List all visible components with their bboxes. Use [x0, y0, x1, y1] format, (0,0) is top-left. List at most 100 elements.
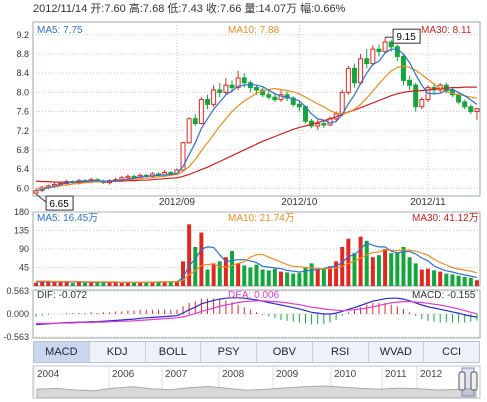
navigator-panel[interactable]: 2004 2006 2007 2008 2009 2010 2011 2012: [32, 365, 481, 399]
volume-bar: [407, 257, 412, 286]
low-pointer: [35, 193, 47, 203]
quote-change: 幅:0.66%: [300, 3, 346, 15]
navigator-year-label: 2011: [385, 369, 407, 380]
volume-bar: [468, 277, 473, 286]
volume-bar: [346, 238, 351, 286]
candle-body: [345, 67, 351, 93]
price-tick-label: 8.8: [16, 49, 29, 59]
navigator-right-handle[interactable]: [470, 371, 478, 391]
volume-bar: [334, 261, 339, 286]
low-marker-label: 6.65: [49, 199, 69, 210]
candle-body: [296, 103, 302, 108]
volume-ma30-legend: MA30: 41.12万: [412, 213, 479, 224]
high-marker-box: [392, 28, 421, 44]
high-marker-label: 9.15: [396, 32, 416, 43]
tab-macd[interactable]: MACD: [34, 342, 90, 362]
macd-legend: MACD: -0.155: [412, 290, 476, 301]
volume-bar: [272, 268, 277, 286]
tab-wvad[interactable]: WVAD: [369, 342, 425, 362]
volume-bar: [162, 281, 167, 286]
volume-bar: [309, 263, 314, 286]
candle-body: [474, 108, 480, 113]
candle-body: [315, 123, 321, 127]
volume-bar: [132, 282, 137, 286]
volume-bar: [187, 224, 192, 286]
volume-bar: [64, 281, 69, 286]
candle-body: [229, 84, 235, 89]
volume-bar: [321, 268, 326, 286]
navigator-year-label: 2012: [420, 369, 443, 380]
volume-bar: [432, 270, 437, 286]
candle-body: [278, 94, 284, 101]
candle-body: [419, 99, 425, 108]
volume-bar: [456, 275, 461, 286]
date-tick-label: 2012/09: [159, 197, 196, 208]
volume-bar: [217, 261, 222, 286]
quote-close: 收:7.66: [205, 3, 242, 15]
volume-bar: [352, 253, 357, 286]
price-tick-label: 9.2: [16, 30, 29, 40]
volume-bar: [462, 276, 467, 286]
candle-body: [394, 46, 400, 57]
volume-bar: [230, 251, 234, 286]
dif-legend: DIF: -0.072: [37, 290, 87, 301]
volume-bar: [138, 281, 143, 286]
tab-cci[interactable]: CCI: [442, 346, 462, 358]
date-tick-label: 2012/11: [410, 197, 446, 208]
quote-high: 高:7.68: [128, 3, 165, 15]
volume-bar: [58, 281, 63, 286]
candle-body: [382, 41, 388, 53]
low-marker-box: [45, 195, 74, 211]
volume-tick-label: 90: [19, 244, 29, 254]
macd-panel: 0.563 0.000 -0.563 DIF: -0.072 DEA: 0.006 MAC…: [3, 286, 481, 342]
quote-low: 低:7.43: [167, 3, 203, 15]
volume-bar: [425, 268, 430, 286]
volume-bar: [70, 283, 75, 286]
candle-body: [254, 87, 259, 91]
navigator-left-handle[interactable]: [458, 371, 466, 391]
candle-body: [400, 55, 406, 81]
price-tick-label: 8.4: [16, 68, 29, 78]
tab-rsi[interactable]: RSI: [313, 342, 369, 362]
volume-bar: [76, 282, 81, 286]
candle-body: [266, 94, 272, 98]
candle-body: [407, 79, 413, 86]
volume-bar: [95, 282, 100, 286]
volume-ma10-legend: MA10: 21.74万: [228, 213, 295, 224]
volume-bar: [113, 281, 118, 286]
price-tick-label: 8.0: [16, 87, 29, 97]
navigator-sparkline: [36, 385, 477, 399]
candle-body: [351, 67, 357, 84]
volume-bar: [383, 249, 388, 286]
volume-bar: [303, 267, 308, 286]
volume-bar: [125, 282, 130, 286]
navigator-year-label: 2006: [112, 369, 135, 380]
quote-volume: 量:14.07万: [244, 3, 298, 15]
volume-bar: [211, 263, 216, 286]
candle-body: [131, 175, 137, 178]
volume-bar: [266, 270, 271, 286]
quote-open: 开:7.60: [90, 3, 126, 15]
candle-body: [247, 82, 253, 89]
quote-header: 2012/11/14 开:7.60 高:7.68 低:7.43 收:7.66 量…: [33, 2, 345, 16]
candle-body: [321, 123, 327, 126]
volume-bar: [193, 246, 198, 286]
tab-psy[interactable]: PSY: [201, 342, 257, 362]
tab-boll[interactable]: BOLL: [146, 342, 202, 362]
volume-bar: [444, 273, 449, 286]
volume-tick-label: 135: [14, 226, 29, 236]
tab-obv[interactable]: OBV: [257, 342, 313, 362]
volume-bar: [285, 272, 290, 286]
volume-bar: [199, 232, 204, 286]
navigator-year-label: 2009: [276, 369, 299, 380]
candle-body: [260, 89, 266, 96]
tab-kdj[interactable]: KDJ: [90, 342, 146, 362]
volume-bar: [419, 269, 424, 286]
volume-bar: [89, 281, 94, 286]
volume-bar: [144, 282, 149, 286]
volume-bar: [119, 282, 124, 286]
candle-body: [180, 142, 186, 171]
price-panel: 9.2 8.8 8.4 8.0 7.6 7.2 6.8 6.4 6.0 2012/09 2012/1…: [16, 21, 481, 211]
volume-bar: [413, 263, 418, 286]
